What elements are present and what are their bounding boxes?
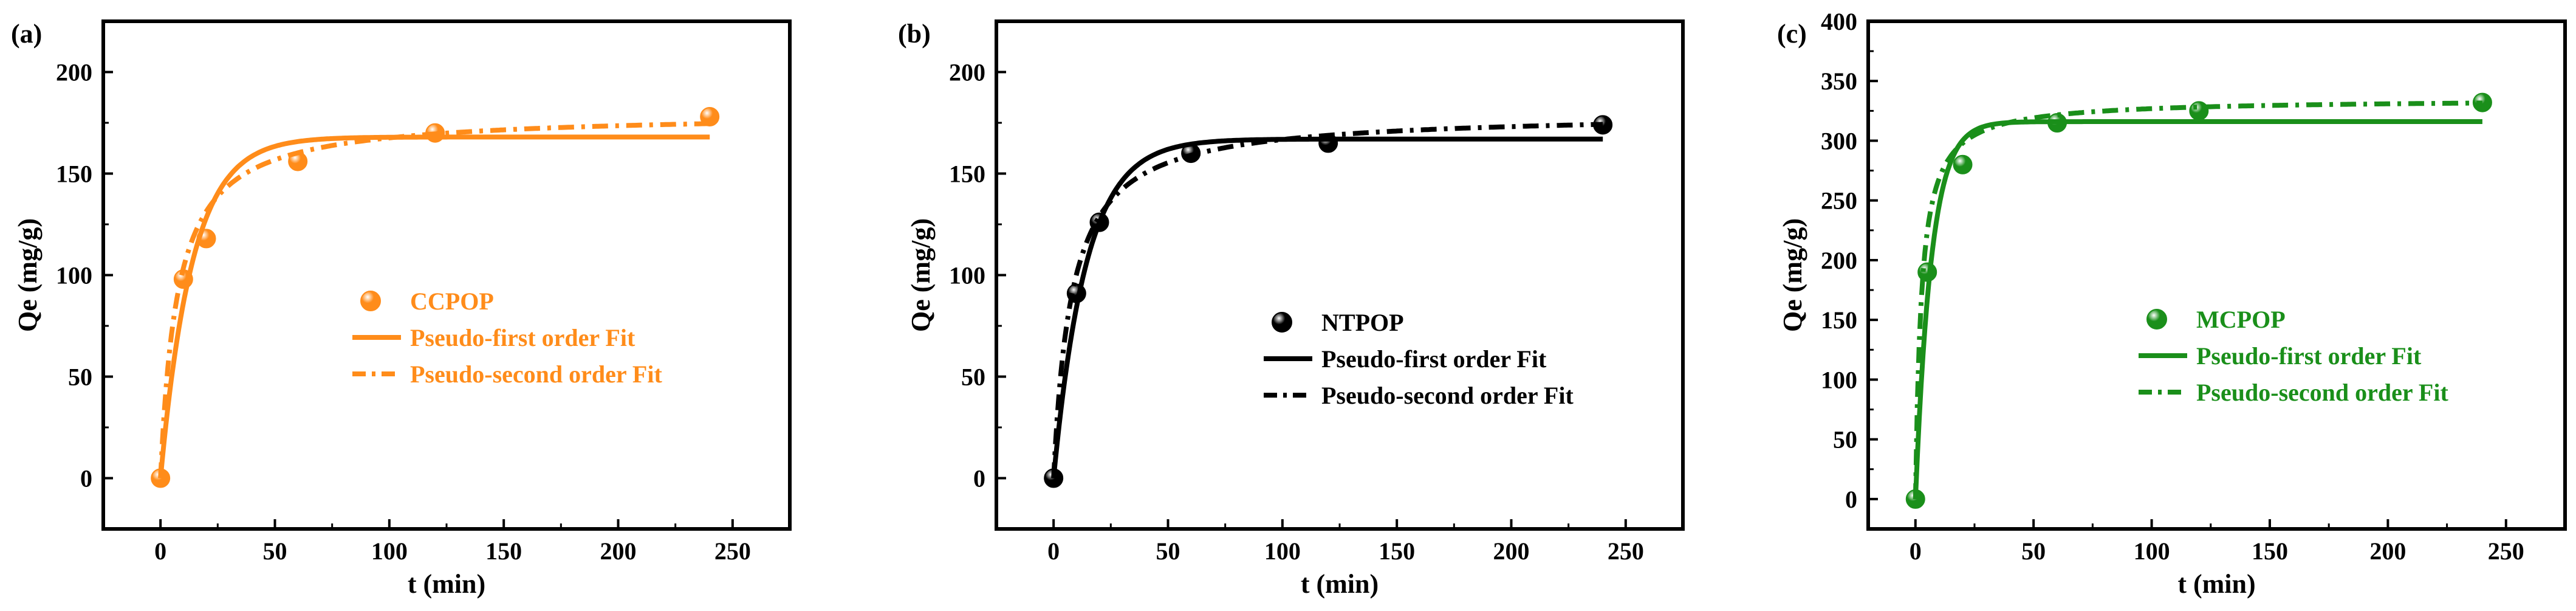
x-tick-label: 0 (1910, 537, 1922, 565)
legend-label: NTPOP (1321, 309, 1404, 336)
x-tick-label: 200 (600, 537, 637, 565)
y-axis-title: Qe (mg/g) (1778, 218, 1807, 332)
chart-panel-a: (a) 0 50 100 150 200 250 0 50 100 150 200 t (min) Qe … (11, 19, 792, 599)
legend: NTPOP Pseudo-first order Fit Pseudo-second… (1264, 309, 1574, 409)
legend-label: Pseudo-first order Fit (2196, 342, 2422, 370)
x-tick-label: 200 (1493, 537, 1530, 565)
y-tick-label: 0 (973, 465, 985, 492)
panel-label: (b) (898, 19, 931, 49)
y-tick-label: 100 (56, 262, 92, 289)
legend-label: MCPOP (2196, 306, 2286, 333)
y-tick-label: 200 (56, 59, 92, 86)
x-tick-label: 50 (2021, 537, 2046, 565)
plot-frame (101, 19, 792, 531)
panel-label: (c) (1777, 19, 1807, 49)
x-tick-label: 0 (154, 537, 166, 565)
y-tick-label: 150 (1821, 306, 1857, 334)
plot-frame (995, 19, 1685, 531)
x-tick-label: 150 (485, 537, 522, 565)
legend-label: Pseudo-second order Fit (1321, 382, 1574, 409)
data-point (1953, 154, 1973, 174)
legend-label: Pseudo-second order Fit (2196, 379, 2448, 406)
chart-panel-c: (c) 0 50 100 150 200 250 0 50 100 150 200 250 300 350 4… (1777, 8, 2567, 599)
legend-marker (2146, 309, 2167, 330)
y-tick-label: 50 (68, 364, 92, 391)
x-axis-title: t (min) (408, 569, 485, 599)
legend-marker (360, 291, 381, 311)
y-tick-label: 50 (1833, 426, 1857, 454)
x-tick-label: 0 (1047, 537, 1060, 565)
pso-fit-line (1051, 122, 1603, 478)
y-tick-label: 0 (1845, 486, 1857, 513)
legend-label: Pseudo-first order Fit (1321, 345, 1547, 373)
chart-panel-b: (b) 0 50 100 150 200 250 0 50 100 150 200 t (min) Qe … (898, 19, 1685, 599)
x-tick-label: 100 (1264, 537, 1301, 565)
x-tick-label: 250 (2488, 537, 2524, 565)
x-tick-label: 100 (371, 537, 408, 565)
y-tick-label: 400 (1821, 8, 1857, 35)
x-tick-label: 250 (1608, 537, 1644, 565)
x-tick-label: 200 (2369, 537, 2406, 565)
pfo-fit-line (1051, 136, 1603, 478)
pso-fit-line (158, 121, 710, 478)
legend-label: CCPOP (410, 288, 494, 315)
y-tick-label: 100 (949, 262, 985, 289)
y-tick-label: 50 (961, 364, 985, 391)
x-tick-label: 250 (714, 537, 751, 565)
x-tick-label: 50 (1156, 537, 1180, 565)
y-tick-label: 300 (1821, 127, 1857, 154)
y-tick-label: 150 (949, 161, 985, 188)
y-tick-label: 350 (1821, 67, 1857, 95)
y-tick-label: 0 (80, 465, 92, 492)
legend: CCPOP Pseudo-first order Fit Pseudo-second… (352, 288, 662, 388)
pso-fit-line (1913, 100, 2482, 499)
panel-label: (a) (11, 19, 42, 49)
x-axis-title: t (min) (2177, 569, 2255, 599)
x-axis-title: t (min) (1301, 569, 1379, 599)
y-tick-label: 250 (1821, 187, 1857, 215)
data-point (2472, 92, 2492, 112)
y-tick-label: 100 (1821, 366, 1857, 393)
legend-label: Pseudo-first order Fit (410, 324, 635, 351)
legend: MCPOP Pseudo-first order Fit Pseudo-second… (2139, 306, 2448, 406)
y-axis-title: Qe (mg/g) (13, 218, 43, 332)
x-tick-label: 100 (2134, 537, 2170, 565)
x-tick-label: 150 (1379, 537, 1415, 565)
x-tick-label: 150 (2252, 537, 2288, 565)
x-tick-label: 50 (263, 537, 287, 565)
legend-label: Pseudo-second order Fit (410, 361, 662, 388)
y-axis-title: Qe (mg/g) (906, 218, 936, 332)
y-tick-label: 200 (949, 59, 985, 86)
pfo-fit-line (158, 134, 710, 478)
y-tick-label: 150 (56, 161, 92, 188)
y-tick-label: 200 (1821, 247, 1857, 274)
plot-frame (1866, 19, 2567, 531)
legend-marker (1272, 312, 1292, 333)
